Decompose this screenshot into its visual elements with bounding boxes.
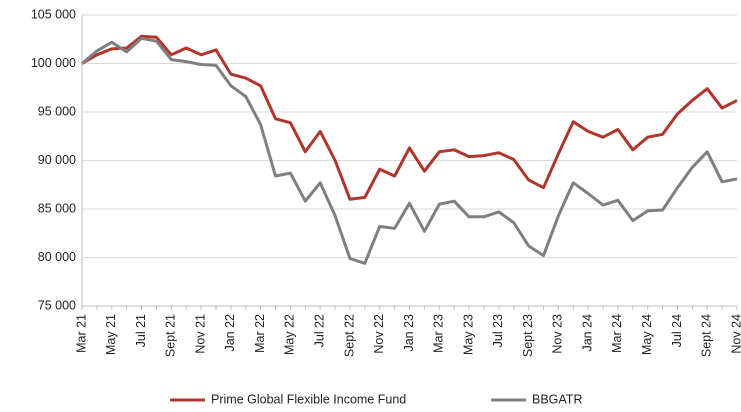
x-tick-label: Sept 21 — [164, 314, 178, 357]
x-tick-label: Sept 24 — [700, 314, 714, 357]
y-tick-label: 75 000 — [38, 298, 76, 312]
x-tick-label: Mar 21 — [74, 314, 88, 353]
x-tick-label: Jul 21 — [134, 314, 148, 347]
series-line — [81, 36, 738, 265]
legend-label: Prime Global Flexible Income Fund — [211, 392, 406, 406]
x-tick-label: Mar 23 — [432, 314, 446, 353]
y-tick-label: 105 000 — [31, 7, 76, 21]
x-tick-label: Jan 23 — [402, 314, 416, 352]
y-tick-label: 100 000 — [31, 56, 76, 70]
x-tick-label: Nov 24 — [729, 314, 741, 354]
x-tick-label: Mar 24 — [610, 314, 624, 353]
x-tick-label: May 21 — [104, 314, 118, 355]
x-tick-label: Nov 22 — [372, 314, 386, 354]
x-tick-label: Nov 23 — [551, 314, 565, 354]
x-tick-label: Jul 23 — [491, 314, 505, 347]
x-tick-label: Mar 22 — [253, 314, 267, 353]
y-tick-label: 90 000 — [38, 153, 76, 167]
y-tick-label: 85 000 — [38, 201, 76, 215]
x-tick-label: Jan 24 — [580, 314, 594, 352]
y-tick-label: 80 000 — [38, 250, 76, 264]
x-tick-label: Jul 22 — [312, 314, 326, 347]
x-tick-label: May 24 — [640, 314, 654, 355]
x-tick-label: Sept 22 — [342, 314, 356, 357]
x-tick-label: Jul 24 — [670, 314, 684, 347]
series-line — [81, 34, 738, 201]
y-tick-label: 95 000 — [38, 104, 76, 118]
x-tick-label: May 23 — [461, 314, 475, 355]
x-tick-label: Nov 21 — [193, 314, 207, 354]
x-tick-label: May 22 — [283, 314, 297, 355]
legend-label: BBGATR — [532, 392, 582, 406]
x-tick-label: Jan 22 — [223, 314, 237, 352]
x-tick-label: Sept 23 — [521, 314, 535, 357]
